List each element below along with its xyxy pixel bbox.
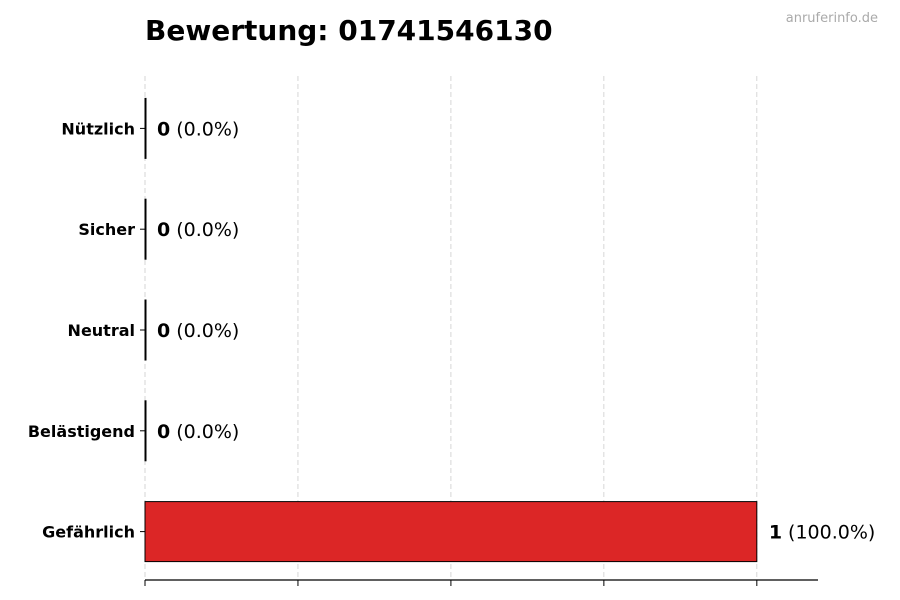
bar-0 — [144, 97, 147, 159]
category-label: Belästigend — [28, 422, 135, 441]
bar-2 — [144, 299, 147, 361]
category-label: Nützlich — [61, 119, 135, 138]
category-label: Sicher — [78, 220, 135, 239]
chart-title: Bewertung: 01741546130 — [145, 14, 553, 47]
value-label: 0 (0.0%) — [157, 320, 239, 342]
bar-3 — [144, 400, 147, 462]
category-label: Neutral — [68, 321, 135, 340]
value-label: 0 (0.0%) — [157, 219, 239, 241]
watermark: anruferinfo.de — [786, 11, 878, 26]
value-label: 1 (100.0%) — [769, 522, 876, 544]
value-label: 0 (0.0%) — [157, 421, 239, 443]
bar-4 — [144, 501, 758, 563]
bar-1 — [144, 198, 147, 260]
category-label: Gefährlich — [42, 523, 135, 542]
value-label: 0 (0.0%) — [157, 118, 239, 140]
